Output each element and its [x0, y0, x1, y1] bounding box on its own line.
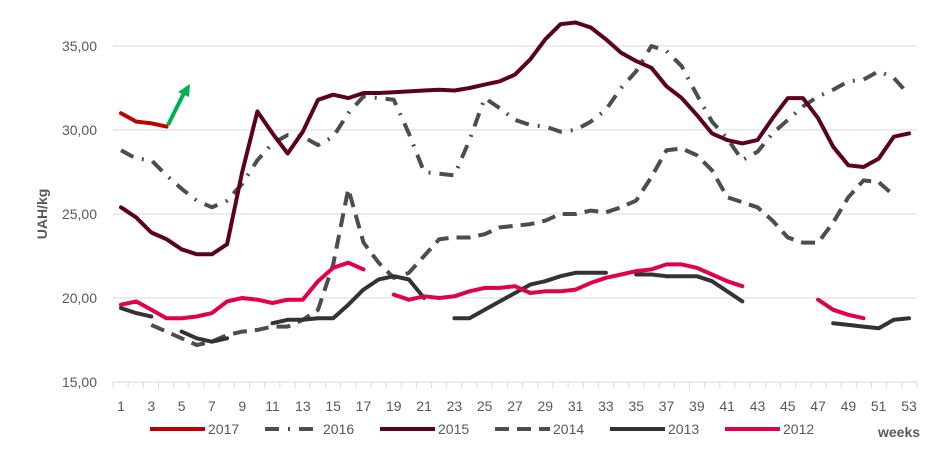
- x-tick-label: 31: [568, 398, 584, 414]
- x-tick-label: 35: [628, 398, 644, 414]
- x-tick-label: 9: [238, 398, 246, 414]
- series-line-2017: [119, 111, 169, 129]
- x-tick-label: 21: [416, 398, 432, 414]
- x-tick-label: 47: [810, 398, 826, 414]
- x-tick-label: 51: [871, 398, 887, 414]
- x-tick-label: 37: [659, 398, 675, 414]
- y-tick-label: 20,00: [62, 290, 97, 306]
- series-lines: [119, 20, 911, 347]
- y-axis-label: UAH/kg: [34, 189, 50, 240]
- y-axis-ticks: 15,00 20,00 25,00 30,00 35,00: [62, 38, 97, 390]
- x-tick-label: 17: [356, 398, 372, 414]
- x-tick-label: 7: [208, 398, 216, 414]
- legend-label-2014: 2014: [553, 421, 584, 437]
- x-tick-label: 29: [538, 398, 554, 414]
- x-axis: 1 3 5 7 9 11 13 15 17 19 21 23 25 27 29 31 33 35 37 39 41 43 4…: [112, 382, 918, 414]
- x-tick-label: 11: [265, 398, 280, 414]
- legend-label-2016: 2016: [323, 421, 354, 437]
- series-line-2015: [119, 20, 911, 257]
- x-tick-label: 43: [750, 398, 766, 414]
- series-line-2016: [120, 44, 911, 210]
- legend-label-2017: 2017: [208, 421, 239, 437]
- legend-label-2012: 2012: [783, 421, 814, 437]
- x-tick-label: 27: [507, 398, 523, 414]
- legend-label-2015: 2015: [438, 421, 469, 437]
- x-tick-label: 33: [598, 398, 614, 414]
- x-tick-label: 53: [901, 398, 917, 414]
- legend: 2017 2016 2015 2014 2013 2012: [150, 421, 814, 437]
- green-up-arrow-icon: [166, 84, 190, 126]
- x-tick-label: 1: [117, 398, 125, 414]
- y-tick-label: 25,00: [62, 206, 97, 222]
- y-tick-label: 35,00: [62, 38, 97, 54]
- series-line-2013: [119, 270, 911, 344]
- y-tick-label: 30,00: [62, 122, 97, 138]
- x-tick-label: 19: [386, 398, 402, 414]
- x-tick-label: 39: [689, 398, 705, 414]
- legend-label-2013: 2013: [668, 421, 699, 437]
- x-tick-label: 5: [178, 398, 186, 414]
- x-tick-label: 49: [841, 398, 857, 414]
- x-tick-label: 45: [780, 398, 796, 414]
- x-tick-label: 23: [447, 398, 463, 414]
- series-line-2012: [119, 260, 866, 321]
- x-tick-label: 25: [477, 398, 493, 414]
- x-tick-label: 13: [295, 398, 311, 414]
- series-line-2014: [150, 146, 896, 347]
- x-axis-label: weeks: [877, 424, 920, 440]
- y-tick-label: 15,00: [62, 374, 97, 390]
- x-tick-label: 3: [147, 398, 155, 414]
- x-tick-label: 15: [325, 398, 341, 414]
- x-tick-label: 41: [719, 398, 735, 414]
